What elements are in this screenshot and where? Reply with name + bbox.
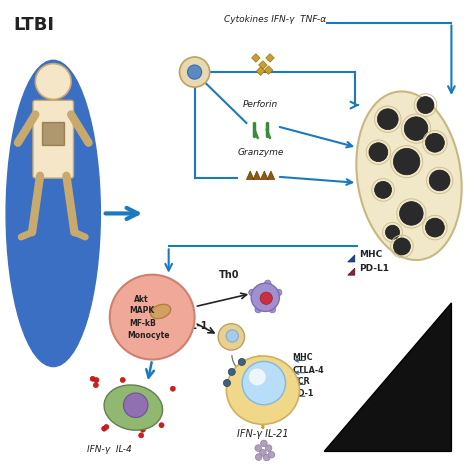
Circle shape xyxy=(374,182,392,198)
Circle shape xyxy=(426,218,444,237)
Circle shape xyxy=(385,225,400,239)
Circle shape xyxy=(140,425,145,430)
Text: Monocyte: Monocyte xyxy=(128,331,170,340)
Circle shape xyxy=(114,403,119,409)
Circle shape xyxy=(110,275,195,359)
Text: Granzyme: Granzyme xyxy=(237,148,284,157)
Polygon shape xyxy=(266,54,274,62)
Polygon shape xyxy=(264,66,273,74)
Circle shape xyxy=(139,392,145,397)
Circle shape xyxy=(242,361,285,405)
Circle shape xyxy=(264,280,271,287)
Text: Cytokines IFN-γ  TNF-α: Cytokines IFN-γ TNF-α xyxy=(224,15,326,24)
Text: MHC: MHC xyxy=(292,354,313,363)
Circle shape xyxy=(90,376,95,382)
Text: IL-1: IL-1 xyxy=(187,321,207,331)
Circle shape xyxy=(249,368,266,385)
Text: TCR: TCR xyxy=(292,377,310,386)
Circle shape xyxy=(404,117,428,140)
Circle shape xyxy=(251,283,279,311)
Circle shape xyxy=(261,440,267,447)
Text: IFN-γ IL-21: IFN-γ IL-21 xyxy=(237,429,289,439)
Text: PD-1: PD-1 xyxy=(292,389,314,398)
Text: LTBI: LTBI xyxy=(13,16,54,34)
Circle shape xyxy=(249,289,255,296)
Circle shape xyxy=(101,426,107,431)
Polygon shape xyxy=(348,255,355,262)
Circle shape xyxy=(223,380,230,386)
Circle shape xyxy=(140,427,146,432)
Text: Perforin: Perforin xyxy=(243,100,278,109)
Ellipse shape xyxy=(227,356,300,424)
Circle shape xyxy=(226,330,238,342)
Circle shape xyxy=(265,445,272,451)
Circle shape xyxy=(400,201,423,225)
Circle shape xyxy=(138,433,144,438)
Circle shape xyxy=(426,133,444,152)
Text: Th0: Th0 xyxy=(219,270,239,280)
Circle shape xyxy=(127,388,132,392)
Circle shape xyxy=(188,65,201,79)
Text: Akt: Akt xyxy=(134,295,149,304)
Circle shape xyxy=(170,386,175,391)
Text: PD-L1: PD-L1 xyxy=(359,264,390,273)
Circle shape xyxy=(255,306,262,313)
Circle shape xyxy=(393,148,420,175)
Polygon shape xyxy=(252,54,260,62)
Ellipse shape xyxy=(356,91,462,260)
Circle shape xyxy=(93,383,99,388)
Text: MAPK: MAPK xyxy=(129,306,155,315)
FancyBboxPatch shape xyxy=(33,100,73,178)
Polygon shape xyxy=(324,303,451,451)
Circle shape xyxy=(429,170,450,191)
Circle shape xyxy=(268,451,275,458)
Circle shape xyxy=(104,424,109,429)
Circle shape xyxy=(275,289,282,296)
Circle shape xyxy=(260,449,266,456)
Circle shape xyxy=(393,238,410,255)
Circle shape xyxy=(255,454,262,460)
Ellipse shape xyxy=(151,304,171,319)
Text: CTLA-4: CTLA-4 xyxy=(292,366,324,375)
Circle shape xyxy=(105,404,110,410)
Circle shape xyxy=(159,423,164,428)
Circle shape xyxy=(120,377,125,383)
Ellipse shape xyxy=(6,60,100,366)
Circle shape xyxy=(113,413,118,419)
Polygon shape xyxy=(259,61,267,69)
Polygon shape xyxy=(246,171,254,180)
Text: MHC: MHC xyxy=(359,250,383,259)
Polygon shape xyxy=(253,171,261,180)
Circle shape xyxy=(218,324,245,350)
Text: MF-kB: MF-kB xyxy=(129,319,156,328)
Circle shape xyxy=(369,143,388,162)
Circle shape xyxy=(180,57,210,87)
Circle shape xyxy=(228,368,235,375)
Polygon shape xyxy=(348,268,355,275)
Circle shape xyxy=(238,358,246,365)
Circle shape xyxy=(150,399,155,404)
Text: IFN-γ  IL-4: IFN-γ IL-4 xyxy=(87,445,132,454)
Circle shape xyxy=(255,445,262,451)
Circle shape xyxy=(94,377,99,383)
Circle shape xyxy=(125,418,130,423)
Circle shape xyxy=(123,393,148,418)
Circle shape xyxy=(377,109,398,129)
Polygon shape xyxy=(256,67,265,75)
Circle shape xyxy=(260,292,273,304)
Circle shape xyxy=(269,306,276,313)
Circle shape xyxy=(264,454,270,461)
Polygon shape xyxy=(261,171,268,180)
Circle shape xyxy=(417,97,434,114)
Circle shape xyxy=(36,64,71,100)
Polygon shape xyxy=(267,171,275,180)
Ellipse shape xyxy=(104,385,163,430)
